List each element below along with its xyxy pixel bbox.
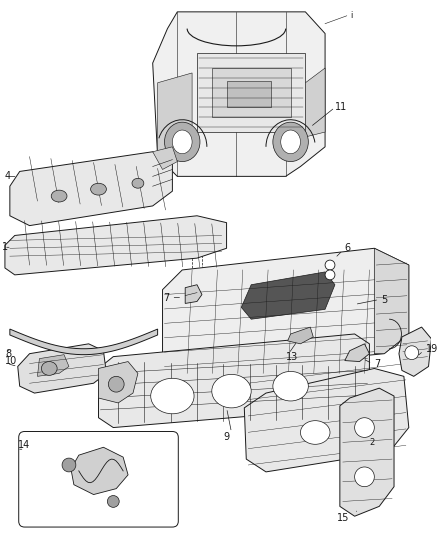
Ellipse shape bbox=[355, 467, 374, 487]
Text: 2: 2 bbox=[370, 438, 375, 447]
Ellipse shape bbox=[132, 179, 144, 188]
Polygon shape bbox=[374, 248, 409, 354]
Polygon shape bbox=[71, 447, 128, 495]
Polygon shape bbox=[153, 147, 177, 169]
Ellipse shape bbox=[165, 122, 200, 161]
Ellipse shape bbox=[212, 374, 251, 408]
Text: 4: 4 bbox=[5, 172, 11, 181]
Text: 7: 7 bbox=[374, 359, 381, 368]
Text: 7: 7 bbox=[163, 293, 170, 303]
Polygon shape bbox=[212, 68, 290, 117]
Text: 14: 14 bbox=[18, 440, 30, 450]
Polygon shape bbox=[185, 285, 202, 303]
Text: 1: 1 bbox=[2, 243, 8, 252]
Ellipse shape bbox=[151, 378, 194, 414]
Ellipse shape bbox=[273, 122, 308, 161]
Ellipse shape bbox=[173, 130, 192, 154]
Text: i: i bbox=[351, 11, 353, 20]
Polygon shape bbox=[241, 272, 335, 319]
Text: 6: 6 bbox=[345, 243, 351, 253]
Text: 9: 9 bbox=[223, 432, 230, 442]
Polygon shape bbox=[10, 329, 158, 354]
Ellipse shape bbox=[62, 458, 76, 472]
Polygon shape bbox=[153, 12, 325, 176]
Polygon shape bbox=[10, 152, 173, 225]
Ellipse shape bbox=[108, 376, 124, 392]
Text: 10: 10 bbox=[5, 356, 17, 366]
Polygon shape bbox=[5, 216, 226, 275]
Text: 5: 5 bbox=[381, 295, 388, 304]
Polygon shape bbox=[99, 361, 138, 403]
Ellipse shape bbox=[91, 183, 106, 195]
Polygon shape bbox=[197, 53, 305, 132]
Text: 13: 13 bbox=[286, 352, 298, 361]
Ellipse shape bbox=[51, 190, 67, 202]
Polygon shape bbox=[18, 344, 106, 393]
Text: 8: 8 bbox=[5, 349, 11, 359]
Text: 11: 11 bbox=[335, 102, 347, 112]
Ellipse shape bbox=[405, 346, 419, 360]
Polygon shape bbox=[158, 73, 192, 152]
Ellipse shape bbox=[281, 130, 300, 154]
FancyBboxPatch shape bbox=[19, 432, 178, 527]
Ellipse shape bbox=[355, 418, 374, 438]
Ellipse shape bbox=[300, 421, 330, 445]
Polygon shape bbox=[345, 344, 369, 361]
Text: 19: 19 bbox=[426, 344, 438, 354]
Polygon shape bbox=[340, 388, 394, 516]
Ellipse shape bbox=[325, 260, 335, 270]
Ellipse shape bbox=[107, 496, 119, 507]
Polygon shape bbox=[288, 327, 313, 344]
Text: 15: 15 bbox=[337, 513, 349, 523]
Polygon shape bbox=[305, 68, 325, 137]
Polygon shape bbox=[226, 81, 271, 108]
Polygon shape bbox=[244, 368, 409, 472]
Polygon shape bbox=[162, 248, 409, 374]
Ellipse shape bbox=[325, 270, 335, 280]
Polygon shape bbox=[99, 334, 369, 427]
Ellipse shape bbox=[41, 361, 57, 375]
Polygon shape bbox=[37, 354, 69, 376]
Ellipse shape bbox=[273, 372, 308, 401]
Polygon shape bbox=[399, 327, 431, 376]
